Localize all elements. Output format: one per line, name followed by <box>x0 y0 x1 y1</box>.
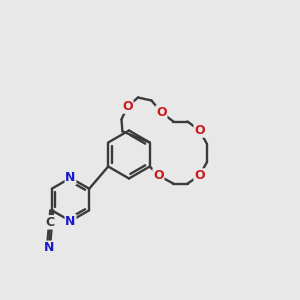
Text: N: N <box>44 241 54 254</box>
Text: O: O <box>122 100 133 113</box>
Text: N: N <box>65 214 76 228</box>
Text: O: O <box>153 169 164 182</box>
Text: C: C <box>46 216 55 229</box>
Text: O: O <box>156 106 167 119</box>
Text: O: O <box>194 169 205 182</box>
Text: O: O <box>194 124 205 137</box>
Text: N: N <box>65 171 76 184</box>
